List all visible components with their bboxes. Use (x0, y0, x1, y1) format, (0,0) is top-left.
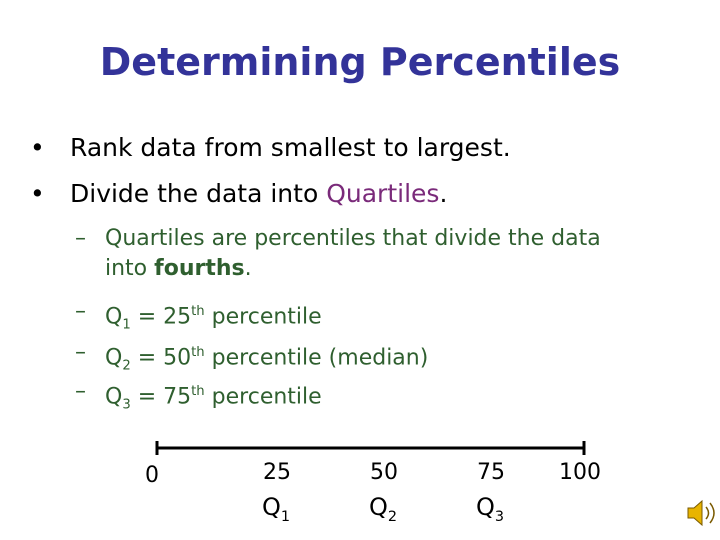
quartile-index: 2 (387, 508, 398, 525)
quartile-index: 1 (280, 508, 291, 525)
quartile-letter: Q (261, 493, 281, 521)
quartile-letter: Q (475, 493, 495, 521)
subscript: 2 (122, 358, 131, 374)
sub-text: percentile (median) (204, 345, 429, 371)
superscript: th (191, 304, 205, 319)
number-label: 0 (145, 463, 159, 488)
quartile-label: Q1 (262, 493, 290, 525)
number-label: 100 (559, 460, 601, 485)
bullet-text: . (439, 179, 448, 208)
sub-text: percentile (204, 304, 322, 330)
sub-text: = 25 (130, 304, 192, 330)
title: Determining Percentiles (99, 40, 621, 84)
sub-bullet: – Q1 = 25th percentile (75, 299, 322, 333)
superscript: th (191, 384, 205, 399)
bullet-text: Rank data from smallest to largest. (70, 133, 511, 162)
bullet-text: Divide the data into (70, 179, 327, 208)
sub-text: Quartiles are percentiles that divide th… (105, 226, 601, 281)
quartile-label: Q2 (369, 493, 397, 525)
quartile-letter: Q (368, 493, 388, 521)
quartile-index: 3 (494, 508, 505, 525)
sub-text: . (244, 256, 252, 281)
number-label: 75 (477, 460, 505, 485)
bullet-highlight: Quartiles (326, 179, 440, 208)
number-label: 25 (263, 460, 291, 485)
sub-text: = 50 (130, 345, 192, 371)
speaker-icon (687, 499, 715, 527)
sub-bullet: – Q2 = 50th percentile (median) (75, 340, 429, 374)
sub-text: Q (105, 384, 123, 410)
bullet: • Divide the data into Quartiles. (30, 179, 448, 208)
sub-text: Q (105, 345, 123, 371)
number-label: 50 (370, 460, 398, 485)
superscript: th (191, 345, 205, 360)
subscript: 3 (122, 397, 131, 413)
sub-bullet: – Quartiles are percentiles that divide t… (75, 226, 601, 281)
sub-bullet: – Q3 = 75th percentile (75, 379, 322, 413)
sub-text: percentile (204, 384, 322, 410)
sub-text: = 75 (130, 384, 192, 410)
bullet: • Rank data from smallest to largest. (30, 133, 511, 162)
quartile-label: Q3 (476, 493, 504, 525)
sub-bold: fourths (154, 256, 245, 281)
subscript: 1 (122, 317, 131, 333)
sub-text: Q (105, 304, 123, 330)
